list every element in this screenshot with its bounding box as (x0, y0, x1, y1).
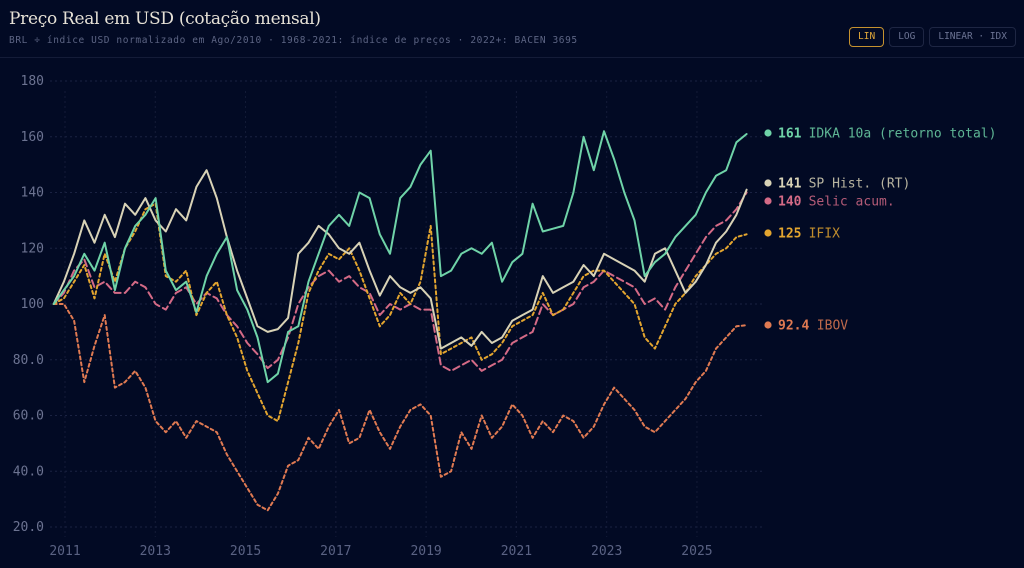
y-tick-label: 140 (21, 186, 44, 201)
legend-value: 161 (778, 127, 802, 142)
series-lines (52, 130, 748, 512)
legend-value: 92.4 (778, 319, 809, 334)
legend-item-ibov[interactable]: 92.4 IBOV (764, 319, 848, 334)
scale-log-button[interactable]: LOG (889, 27, 925, 47)
series-line-idka-10a-retorno-total (52, 130, 748, 384)
y-tick-label: 60.0 (13, 409, 44, 424)
scale-lin-button[interactable]: LIN (849, 27, 885, 47)
chart-subtitle: BRL ÷ índice USD normalizado em Ago/2010… (9, 35, 578, 46)
header-divider (0, 57, 1024, 58)
legend-value: 140 (778, 195, 802, 210)
x-tick-label: 2023 (591, 544, 622, 559)
y-tick-label: 40.0 (13, 464, 44, 479)
legend-name: IBOV (817, 319, 848, 334)
scale-linear-idx-button[interactable]: LINEAR · IDX (929, 27, 1016, 47)
y-tick-label: 80.0 (13, 353, 44, 368)
legend-value: 125 (778, 227, 801, 242)
x-tick-label: 2013 (140, 544, 171, 559)
x-tick-label: 2021 (501, 544, 532, 559)
series-line-ifix (52, 202, 748, 423)
y-tick-label: 120 (21, 241, 44, 256)
legend-marker-dot (764, 179, 772, 187)
legend-item-ifix[interactable]: 125 IFIX (764, 227, 840, 242)
series-line-sp-hist-rt (52, 169, 748, 350)
y-axis: 180 160 140 120 100 80.0 60.0 40.0 20.0 (13, 74, 44, 535)
series-line-ibov (52, 303, 748, 512)
y-tick-label: 20.0 (13, 520, 44, 535)
legend-marker-dot (764, 229, 772, 237)
chart-title: Preço Real em USD (cotação mensal) (9, 9, 321, 29)
grid (50, 80, 762, 537)
legend-marker-dot (764, 321, 772, 329)
legend-name: Selic acum. (809, 195, 895, 210)
x-tick-label: 2025 (681, 544, 712, 559)
x-tick-label: 2017 (320, 544, 351, 559)
series-line-selic-acum (52, 191, 748, 372)
legend-marker-dot (764, 129, 772, 137)
legend-item-idka-10a-retorno-total[interactable]: 161 IDKA 10a (retorno total) (764, 127, 996, 142)
x-tick-label: 2011 (49, 544, 80, 559)
legend-name: IFIX (809, 227, 840, 242)
y-tick-label: 100 (21, 297, 44, 312)
scale-toggle-group: LIN LOG LINEAR · IDX (849, 27, 1016, 47)
legend-name: SP Hist. (RT) (809, 177, 911, 192)
legend-marker-dot (764, 197, 772, 205)
legend-name: IDKA 10a (retorno total) (809, 127, 997, 142)
x-tick-label: 2015 (230, 544, 261, 559)
y-tick-label: 180 (21, 74, 44, 89)
x-axis: 2011 2013 2015 2017 2019 2021 2023 2025 (49, 544, 712, 559)
legend: 161 IDKA 10a (retorno total) 141 SP Hist. (… (764, 127, 996, 334)
x-tick-label: 2019 (410, 544, 441, 559)
legend-value: 141 (778, 177, 802, 192)
legend-item-selic-acum[interactable]: 140 Selic acum. (764, 195, 895, 210)
legend-item-sp-hist-rt[interactable]: 141 SP Hist. (RT) (764, 177, 910, 192)
y-tick-label: 160 (21, 130, 44, 145)
